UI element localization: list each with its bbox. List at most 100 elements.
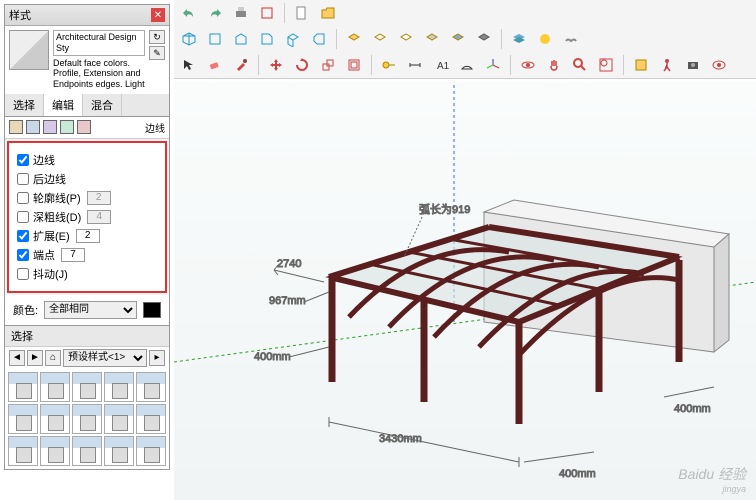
section-icon[interactable] bbox=[630, 54, 652, 76]
edge-settings-icon[interactable] bbox=[9, 120, 23, 134]
edges-checkbox[interactable] bbox=[17, 154, 29, 166]
axes-icon[interactable] bbox=[482, 54, 504, 76]
jitter-checkbox[interactable] bbox=[17, 268, 29, 280]
close-icon[interactable]: ✕ bbox=[151, 8, 165, 22]
style-preset[interactable] bbox=[136, 404, 166, 434]
fog-icon[interactable] bbox=[560, 28, 582, 50]
style-preset[interactable] bbox=[136, 372, 166, 402]
open-icon[interactable] bbox=[317, 2, 339, 24]
position-camera-icon[interactable] bbox=[682, 54, 704, 76]
style-preset[interactable] bbox=[8, 404, 38, 434]
refresh-style-button[interactable]: ↻ bbox=[149, 30, 165, 44]
color-mode-select[interactable]: 全部相同 bbox=[44, 301, 137, 319]
shaded-textures-icon[interactable] bbox=[447, 28, 469, 50]
style-name-field[interactable]: Architectural Design Sty bbox=[53, 30, 145, 56]
hidden-line-icon[interactable] bbox=[395, 28, 417, 50]
nav-back-button[interactable]: ◄ bbox=[9, 350, 25, 366]
dim-2740: 2740 bbox=[277, 258, 301, 270]
nav-menu-button[interactable]: ▸ bbox=[149, 350, 165, 366]
dimension-icon[interactable] bbox=[404, 54, 426, 76]
extension-input[interactable] bbox=[76, 229, 100, 243]
print-icon[interactable] bbox=[230, 2, 252, 24]
new-style-button[interactable]: ✎ bbox=[149, 46, 165, 60]
nav-fwd-button[interactable]: ► bbox=[27, 350, 43, 366]
watermark-settings-icon[interactable] bbox=[60, 120, 74, 134]
new-icon[interactable] bbox=[291, 2, 313, 24]
scale-icon[interactable] bbox=[317, 54, 339, 76]
face-settings-icon[interactable] bbox=[26, 120, 40, 134]
tab-edit[interactable]: 编辑 bbox=[44, 94, 83, 116]
xray-icon[interactable] bbox=[343, 28, 365, 50]
modeling-settings-icon[interactable] bbox=[77, 120, 91, 134]
right-icon[interactable] bbox=[256, 28, 278, 50]
color-swatch[interactable] bbox=[143, 302, 161, 318]
jitter-label: 抖动(J) bbox=[33, 266, 68, 282]
zoom-extents-icon[interactable] bbox=[595, 54, 617, 76]
wall-side bbox=[714, 234, 729, 352]
dim-400-right: 400mm bbox=[674, 403, 711, 415]
style-preset[interactable] bbox=[40, 436, 70, 466]
toolbar-row-3: A1 bbox=[174, 52, 756, 78]
nav-home-button[interactable]: ⌂ bbox=[45, 350, 61, 366]
endpoints-input[interactable] bbox=[61, 248, 85, 262]
top-icon[interactable] bbox=[204, 28, 226, 50]
text-icon[interactable]: A1 bbox=[430, 54, 452, 76]
style-preset[interactable] bbox=[104, 372, 134, 402]
viewport[interactable]: 弧长为919 2740 967mm 400mm 3430mm 400mm 400… bbox=[174, 82, 756, 500]
move-icon[interactable] bbox=[265, 54, 287, 76]
back-edges-checkbox[interactable] bbox=[17, 173, 29, 185]
select-panel: 选择 ◄ ► ⌂ 预设样式<1> ▸ bbox=[5, 325, 169, 469]
front-icon[interactable] bbox=[230, 28, 252, 50]
model-info-icon[interactable] bbox=[256, 2, 278, 24]
arc-length-label: 弧长为919 bbox=[419, 202, 470, 216]
select-icon[interactable] bbox=[178, 54, 200, 76]
extension-checkbox[interactable] bbox=[17, 230, 29, 242]
endpoints-checkbox[interactable] bbox=[17, 249, 29, 261]
pan-icon[interactable] bbox=[543, 54, 565, 76]
style-preset[interactable] bbox=[136, 436, 166, 466]
left-icon[interactable] bbox=[308, 28, 330, 50]
monochrome-icon[interactable] bbox=[473, 28, 495, 50]
iso-icon[interactable] bbox=[178, 28, 200, 50]
tape-icon[interactable] bbox=[378, 54, 400, 76]
panel-titlebar: 样式 ✕ bbox=[5, 5, 169, 26]
style-preset[interactable] bbox=[72, 372, 102, 402]
zoom-icon[interactable] bbox=[569, 54, 591, 76]
background-settings-icon[interactable] bbox=[43, 120, 57, 134]
rotate-icon[interactable] bbox=[291, 54, 313, 76]
tab-select[interactable]: 选择 bbox=[5, 94, 44, 116]
eraser-icon[interactable] bbox=[204, 54, 226, 76]
style-library-select[interactable]: 预设样式<1> bbox=[63, 349, 147, 367]
paint-icon[interactable] bbox=[230, 54, 252, 76]
style-grid bbox=[5, 369, 169, 469]
look-around-icon[interactable] bbox=[708, 54, 730, 76]
edit-category-icons: 边线 bbox=[5, 117, 169, 139]
style-preset[interactable] bbox=[72, 404, 102, 434]
style-preset[interactable] bbox=[8, 436, 38, 466]
shaded-icon[interactable] bbox=[421, 28, 443, 50]
style-preset[interactable] bbox=[40, 372, 70, 402]
redo-icon[interactable] bbox=[204, 2, 226, 24]
protractor-icon[interactable] bbox=[456, 54, 478, 76]
toolbar-row-2 bbox=[174, 26, 756, 52]
style-preset[interactable] bbox=[8, 372, 38, 402]
style-preset[interactable] bbox=[40, 404, 70, 434]
shadows-icon[interactable] bbox=[534, 28, 556, 50]
orbit-icon[interactable] bbox=[517, 54, 539, 76]
style-thumbnail[interactable] bbox=[9, 30, 49, 70]
tab-mix[interactable]: 混合 bbox=[83, 94, 122, 116]
model-canvas[interactable]: 弧长为919 2740 967mm 400mm 3430mm 400mm 400… bbox=[174, 82, 756, 500]
depth-cue-checkbox[interactable] bbox=[17, 211, 29, 223]
toolbars: A1 bbox=[174, 0, 756, 79]
style-preset[interactable] bbox=[104, 436, 134, 466]
walk-icon[interactable] bbox=[656, 54, 678, 76]
back-icon[interactable] bbox=[282, 28, 304, 50]
style-preset[interactable] bbox=[104, 404, 134, 434]
styles-panel: 样式 ✕ Architectural Design Sty Default fa… bbox=[4, 4, 170, 470]
offset-icon[interactable] bbox=[343, 54, 365, 76]
style-preset[interactable] bbox=[72, 436, 102, 466]
profiles-checkbox[interactable] bbox=[17, 192, 29, 204]
wireframe-icon[interactable] bbox=[369, 28, 391, 50]
layers-icon[interactable] bbox=[508, 28, 530, 50]
undo-icon[interactable] bbox=[178, 2, 200, 24]
